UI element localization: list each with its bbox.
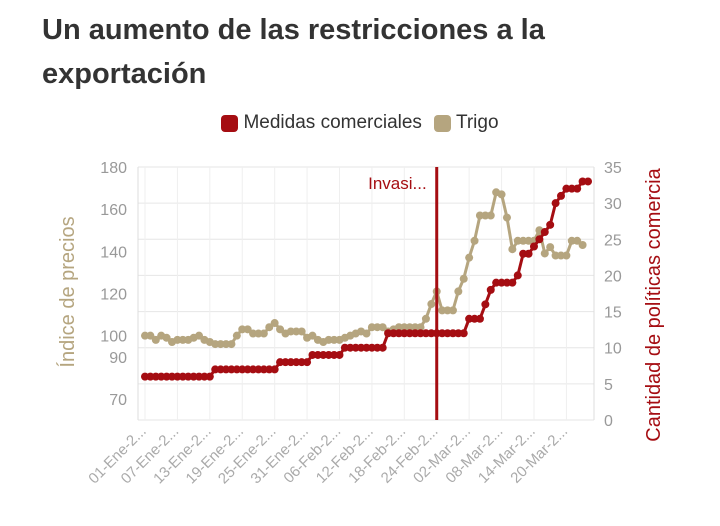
- trigo-point: [259, 329, 268, 338]
- y-left-tick-label: 160: [100, 202, 127, 219]
- y-right-axis-title: Cantidad de políticas comercia: [643, 167, 665, 441]
- y-right-tick-label: 30: [604, 196, 622, 213]
- medidas-point: [573, 184, 582, 193]
- annotation-label: Invasi...: [368, 174, 427, 193]
- medidas-point: [529, 242, 538, 251]
- trigo-point: [232, 331, 241, 340]
- y-left-axis-title: Índice de precios: [56, 216, 79, 367]
- medidas-point: [205, 372, 214, 381]
- trigo-point: [270, 319, 279, 328]
- trigo-point: [502, 213, 511, 222]
- medidas-point: [486, 285, 495, 294]
- y-right-tick-label: 0: [604, 413, 613, 430]
- medidas-point: [335, 350, 344, 359]
- medidas-point: [475, 314, 484, 323]
- trigo-point: [562, 251, 571, 260]
- trigo-line: [145, 190, 584, 346]
- trigo-point: [362, 329, 371, 338]
- y-right-tick-label: 5: [604, 377, 613, 394]
- chart-legend: Medidas comerciales Trigo: [0, 108, 720, 138]
- trigo-point: [297, 327, 306, 336]
- y-right-tick-label: 35: [604, 160, 622, 177]
- medidas-point: [524, 249, 533, 258]
- medidas-point: [540, 228, 549, 237]
- y-left-tick-label: 140: [100, 244, 127, 261]
- medidas-point: [378, 343, 387, 352]
- trigo-point: [508, 245, 517, 254]
- legend-item-trigo[interactable]: Trigo: [433, 112, 499, 134]
- legend-label-trigo: Trigo: [455, 112, 499, 133]
- trigo-point: [486, 211, 495, 220]
- chart-title: Un aumento de las restricciones a la exp…: [42, 14, 545, 90]
- y-right-tick-label: 10: [604, 341, 622, 358]
- trigo-point: [459, 274, 468, 283]
- trigo-point: [378, 323, 387, 332]
- y-right-tick-label: 20: [604, 268, 622, 285]
- trigo-point: [454, 287, 463, 296]
- trigo-point: [540, 249, 549, 258]
- trigo-point: [162, 333, 171, 342]
- trigo-point: [427, 300, 436, 309]
- medidas-point: [508, 278, 517, 287]
- medidas-point: [303, 358, 312, 367]
- y-right-tick-label: 15: [604, 305, 622, 322]
- medidas-point: [551, 199, 560, 208]
- medidas-point: [546, 220, 555, 229]
- y-left-tick-label: 90: [109, 350, 127, 367]
- medidas-point: [513, 271, 522, 280]
- trigo-point: [578, 241, 587, 250]
- y-left-tick-label: 180: [100, 160, 127, 177]
- legend-swatch-trigo: [433, 114, 451, 132]
- trigo-point: [421, 314, 430, 323]
- trigo-point: [146, 331, 155, 340]
- trigo-point: [227, 340, 236, 349]
- y-left-tick-label: 100: [100, 329, 127, 346]
- legend-label-medidas: Medidas comerciales: [243, 112, 422, 133]
- trigo-point: [497, 190, 506, 199]
- trigo-point: [573, 236, 582, 245]
- legend-item-medidas[interactable]: Medidas comerciales: [221, 112, 422, 134]
- medidas-point: [535, 235, 544, 244]
- trigo-point: [276, 325, 285, 334]
- trigo-point: [465, 253, 474, 262]
- trigo-point: [195, 331, 204, 340]
- medidas-point: [556, 191, 565, 200]
- trigo-point: [308, 331, 317, 340]
- trigo-point: [243, 325, 252, 334]
- y-left-tick-label: 70: [109, 392, 127, 409]
- trigo-point: [265, 323, 274, 332]
- trigo-point: [470, 236, 479, 245]
- medidas-point: [481, 300, 490, 309]
- trigo-point: [546, 243, 555, 252]
- legend-swatch-medidas: [221, 114, 239, 132]
- trigo-point: [416, 323, 425, 332]
- trigo-point: [448, 306, 457, 315]
- medidas-point: [459, 329, 468, 338]
- y-right-tick-label: 25: [604, 232, 622, 249]
- medidas-point: [270, 365, 279, 374]
- medidas-point: [584, 177, 592, 186]
- y-left-tick-label: 120: [100, 287, 127, 304]
- trigo-point: [151, 335, 160, 344]
